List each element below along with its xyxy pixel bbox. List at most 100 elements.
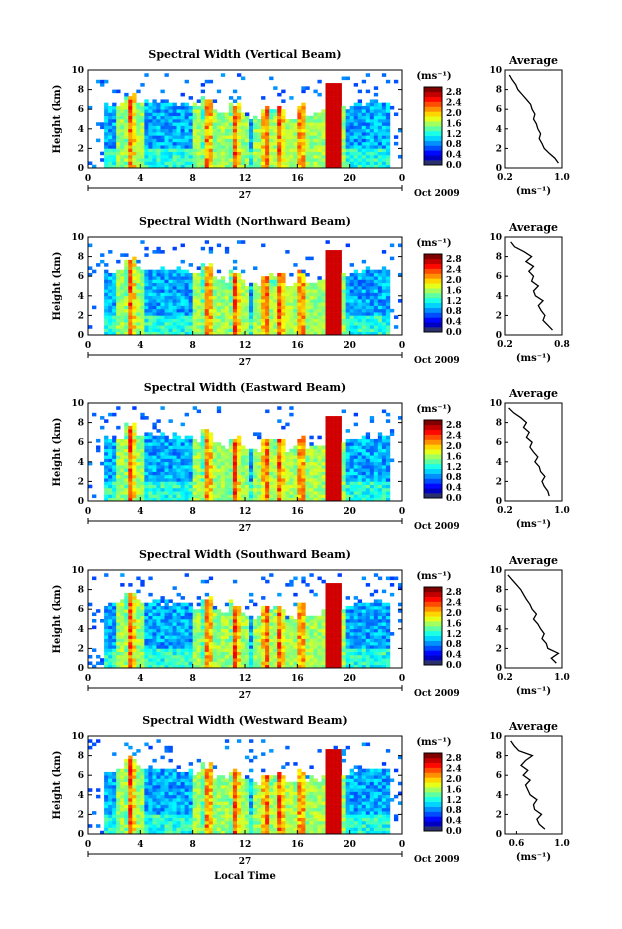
heatmap-cell xyxy=(389,432,395,436)
heatmap-cell xyxy=(224,122,230,126)
heatmap-cell xyxy=(361,276,367,280)
heatmap-cell xyxy=(232,128,238,133)
heatmap-cell xyxy=(164,468,169,472)
heatmap-cell xyxy=(152,638,157,643)
heatmap-cell xyxy=(132,435,137,440)
heatmap-cell xyxy=(200,458,206,463)
heatmap-cell xyxy=(240,312,246,316)
heatmap-cell xyxy=(301,151,306,156)
heatmap-cell xyxy=(232,279,238,284)
heatmap-cell xyxy=(349,465,354,469)
heatmap-cell xyxy=(112,286,117,290)
heatmap-cell xyxy=(228,292,234,297)
heatmap-cell xyxy=(172,619,177,623)
heatmap-cell xyxy=(232,112,238,117)
heatmap-cell xyxy=(285,138,290,143)
heatmap-cell xyxy=(160,138,165,143)
heatmap-cell xyxy=(253,266,258,270)
heatmap-cell xyxy=(204,148,210,152)
heatmap-cell xyxy=(144,269,149,274)
heatmap-cell xyxy=(273,115,278,120)
heatmap-cell xyxy=(180,455,185,459)
heatmap-cell xyxy=(104,312,109,316)
heatmap-cell xyxy=(132,105,137,110)
heatmap-cell xyxy=(112,448,117,453)
heatmap-cell xyxy=(148,648,153,652)
heatmap-cell xyxy=(176,141,181,146)
heatmap-cell xyxy=(128,645,133,649)
heatmap-cell xyxy=(164,654,169,659)
heatmap-cell xyxy=(253,328,258,333)
heatmap-cell xyxy=(385,445,391,450)
heatmap-cell xyxy=(184,135,189,139)
heatmap-cell xyxy=(120,599,125,603)
heatmap-cell xyxy=(108,276,113,280)
heatmap-cell xyxy=(317,331,322,336)
heatmap-cell xyxy=(277,461,282,466)
heatmap-cell xyxy=(365,321,371,326)
heatmap-cell xyxy=(289,299,294,303)
heatmap-cell xyxy=(104,573,109,577)
heatmap-cell xyxy=(136,115,141,120)
heatmap-cell xyxy=(253,115,258,120)
heatmap-cell xyxy=(297,478,302,482)
colorbar-tick-label: 2.4 xyxy=(446,266,462,276)
heatmap-cell xyxy=(265,468,270,472)
heatmap-cell xyxy=(136,315,141,319)
heatmap-cell xyxy=(349,112,354,117)
heatmap-cell xyxy=(289,302,294,306)
heatmap-cell xyxy=(365,73,371,77)
heatmap-cell xyxy=(188,145,193,149)
heatmap-cell xyxy=(273,125,278,130)
colorbar-frame xyxy=(423,419,443,499)
heatmap-cell xyxy=(345,468,350,472)
heatmap-cell xyxy=(333,416,338,420)
heatmap-cell xyxy=(257,164,262,169)
heatmap-cell xyxy=(160,474,165,479)
heatmap-cell xyxy=(345,276,350,280)
heatmap-cell xyxy=(116,315,121,319)
heatmap-cell xyxy=(285,321,290,326)
heatmap-cell xyxy=(140,102,145,107)
heatmap-cell xyxy=(196,331,202,336)
heatmap-cell xyxy=(196,132,202,136)
heatmap-cell xyxy=(345,109,350,113)
heatmap-cell xyxy=(160,312,165,316)
heatmap-cell xyxy=(329,491,334,495)
heatmap-cell xyxy=(265,115,270,120)
heatmap-cell xyxy=(96,122,101,126)
heatmap-cell xyxy=(168,299,173,303)
heatmap-cell xyxy=(124,321,129,326)
day-label: 27 xyxy=(239,191,252,201)
heatmap-cell xyxy=(345,312,350,316)
heatmap-cell xyxy=(265,135,270,139)
heatmap-cell xyxy=(357,89,363,94)
colorbar-tick-label: 2.4 xyxy=(446,432,462,442)
heatmap-cell xyxy=(297,325,302,329)
heatmap-cell xyxy=(152,269,157,274)
heatmap-cell xyxy=(381,276,387,280)
day-label: 27 xyxy=(239,524,252,534)
heatmap-cell xyxy=(224,458,230,463)
heatmap-cell xyxy=(261,112,266,117)
heatmap-cell xyxy=(116,148,121,152)
heatmap-cell xyxy=(232,318,238,323)
heatmap-cell xyxy=(232,115,238,120)
heatmap-cell xyxy=(329,321,334,326)
heatmap-cell xyxy=(196,315,202,319)
heatmap-cell xyxy=(116,487,121,492)
heatmap-cell xyxy=(329,128,334,133)
heatmap-cell xyxy=(156,246,161,251)
heatmap-cell xyxy=(269,461,274,466)
heatmap-cell xyxy=(148,302,153,306)
heatmap-cell xyxy=(120,638,125,643)
heatmap-cell xyxy=(337,292,342,297)
heatmap-cell xyxy=(132,487,137,492)
heatmap-cell xyxy=(385,412,391,417)
heatmap-cell xyxy=(257,125,262,130)
heatmap-cell xyxy=(104,282,109,287)
panel-title: Spectral Width (Northward Beam) xyxy=(139,215,351,228)
heatmap-cell xyxy=(245,132,250,136)
heatmap-cell xyxy=(337,145,342,149)
heatmap-cell xyxy=(120,497,125,502)
